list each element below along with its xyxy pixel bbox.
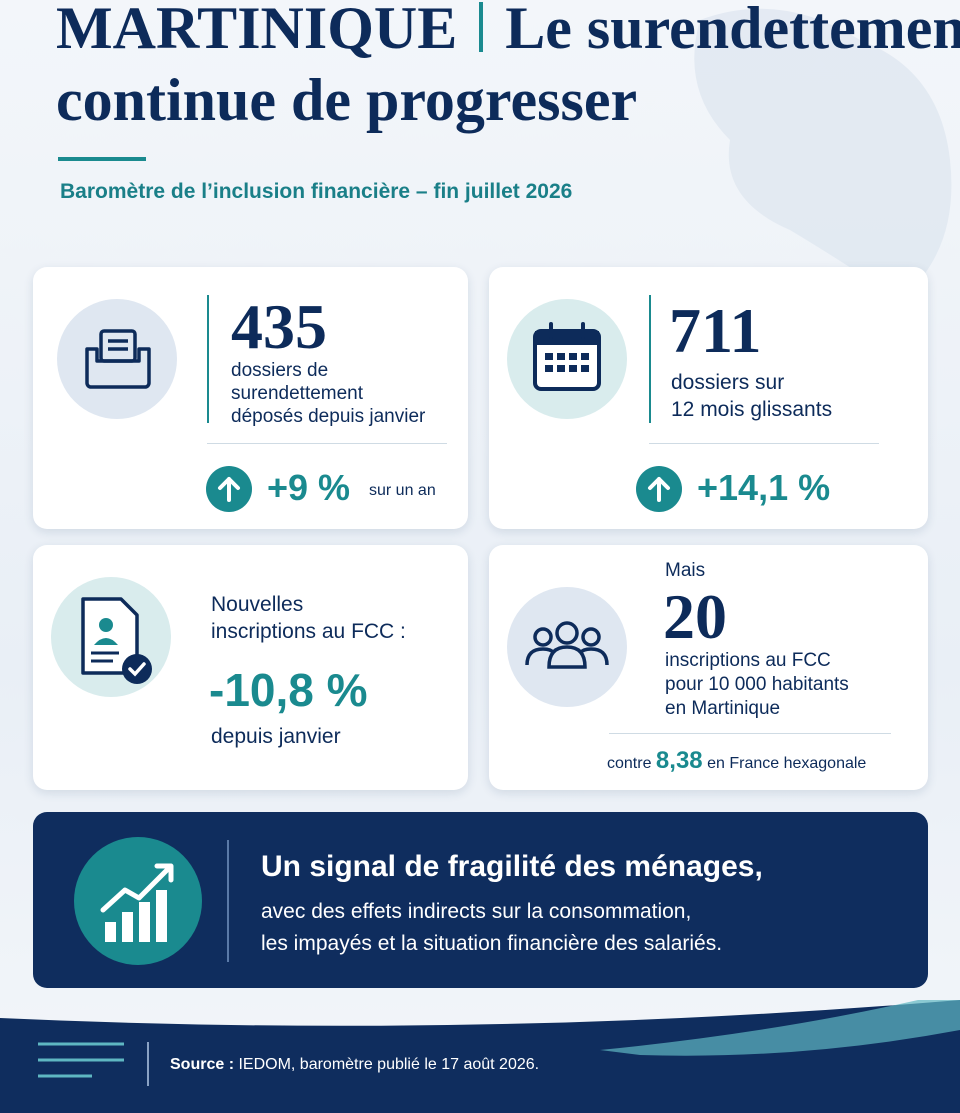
title-line: Le surendettement — [505, 0, 960, 61]
icon-circle — [57, 299, 177, 419]
text-line: déposés depuis janvier — [231, 406, 426, 427]
folder-icon — [85, 329, 151, 389]
stat-card: 435 dossiers de surendettement déposés d… — [33, 267, 468, 529]
footer-background — [0, 1000, 960, 1113]
separator — [227, 840, 229, 962]
icon-circle — [507, 587, 627, 707]
stat-number: 711 — [669, 295, 762, 366]
divider — [207, 443, 447, 444]
stat-note: sur un an — [369, 482, 436, 499]
source-label: Source : — [170, 1056, 235, 1073]
up-arrow-icon — [636, 466, 682, 512]
people-icon — [525, 621, 609, 669]
banner-headline: Un signal de fragilité des ménages, — [261, 850, 763, 883]
banner: Un signal de fragilité des ménages, avec… — [33, 812, 928, 988]
banner-text: avec des effets indirects sur la consomm… — [261, 896, 722, 960]
calendar-icon — [533, 322, 601, 391]
title: MARTINIQUE Le surendettement continue de p… — [56, 0, 960, 136]
text-line: en Martinique — [665, 698, 781, 719]
comparison-text: contre — [607, 755, 652, 772]
title-line: continue de progresser — [56, 67, 638, 133]
stat-change: -10,8 % — [209, 664, 368, 716]
title-rule — [58, 157, 146, 161]
separator — [207, 295, 209, 423]
divider — [649, 443, 879, 444]
map-decoration — [694, 8, 952, 300]
stat-description: inscriptions au FCC pour 10 000 habitant… — [665, 649, 849, 721]
stat-intro: Mais — [665, 560, 706, 581]
stat-change: +14,1 % — [697, 467, 831, 508]
text-line: dossiers sur — [671, 371, 785, 394]
title-place: MARTINIQUE — [56, 0, 458, 61]
stat-description: Nouvelles inscriptions au FCC : — [211, 591, 406, 645]
source-text: IEDOM, baromètre publié le 17 août 2026. — [238, 1056, 540, 1073]
text-line: pour 10 000 habitants — [665, 674, 849, 695]
stat-description: dossiers de surendettement déposés depui… — [231, 359, 425, 428]
text-line: 12 mois glissants — [671, 398, 833, 421]
stat-number: 20 — [663, 581, 727, 652]
stat-change: +9 % — [267, 467, 351, 508]
comparison-text: en France hexagonale — [707, 755, 867, 772]
text-line: Nouvelles — [211, 593, 304, 616]
title-separator — [479, 2, 484, 52]
stat-description: dossiers sur 12 mois glissants — [671, 369, 832, 423]
separator — [649, 295, 651, 423]
text-line: les impayés et la situation financière d… — [261, 932, 723, 955]
comparison: contre 8,38 en France hexagonale — [607, 747, 866, 775]
stat-card: Nouvelles inscriptions au FCC : -10,8 % … — [33, 545, 468, 790]
up-arrow-icon — [206, 466, 252, 512]
stat-card: Mais 20 inscriptions au FCC pour 10 000 … — [489, 545, 928, 790]
text-line: surendettement — [231, 383, 364, 404]
stat-note: depuis janvier — [211, 725, 341, 748]
text-line: inscriptions au FCC — [665, 650, 831, 671]
stat-number: 435 — [231, 291, 327, 362]
text-line: inscriptions au FCC : — [211, 620, 406, 643]
text-line: avec des effets indirects sur la consomm… — [261, 900, 692, 923]
growth-icon — [74, 837, 202, 965]
subtitle: Baromètre de l’inclusion financière – fi… — [60, 180, 573, 203]
text-line: dossiers de — [231, 360, 329, 381]
comparison-value: 8,38 — [655, 747, 703, 774]
divider — [609, 733, 891, 734]
document-check-icon — [81, 597, 152, 684]
stat-card: 711 dossiers sur 12 mois glissants +14,1… — [489, 267, 928, 529]
icon-circle — [51, 577, 171, 697]
icon-circle — [507, 299, 627, 419]
source: Source : IEDOM, baromètre publié le 17 a… — [170, 1056, 539, 1074]
